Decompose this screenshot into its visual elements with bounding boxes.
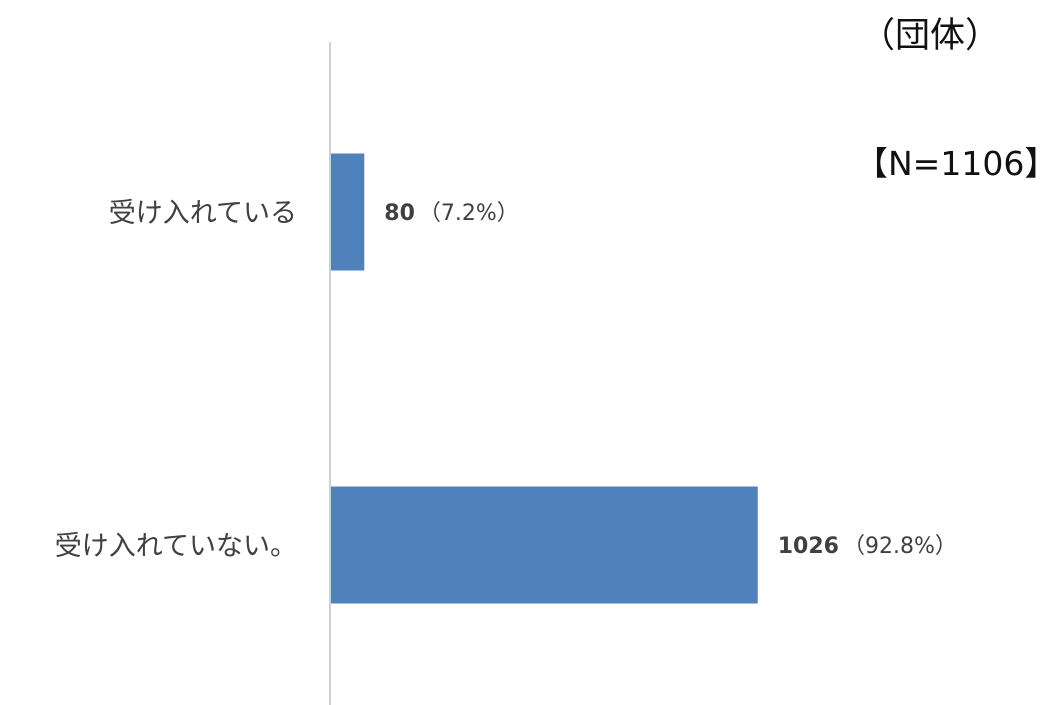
data-label-2: 1026 （92.8%）	[778, 534, 957, 559]
data-label-percent-1: （7.2%）	[419, 201, 519, 226]
data-label-percent-2: （92.8%）	[843, 534, 957, 559]
bar-2	[331, 486, 758, 604]
bar-1	[331, 153, 365, 271]
unit-label: （団体）	[860, 16, 1000, 56]
category-label-1: 受け入れている	[109, 198, 297, 229]
data-label-1: 80 （7.2%）	[384, 201, 519, 226]
sample-size-label: 【N=1106】	[855, 144, 1047, 183]
category-label-2: 受け入れていない。	[55, 531, 297, 562]
data-label-value-1: 80	[384, 201, 415, 226]
data-label-value-2: 1026	[778, 534, 839, 559]
chart-marks: 受け入れている 80 （7.2%） 受け入れていない。 1026 （92.8%）	[55, 153, 957, 604]
